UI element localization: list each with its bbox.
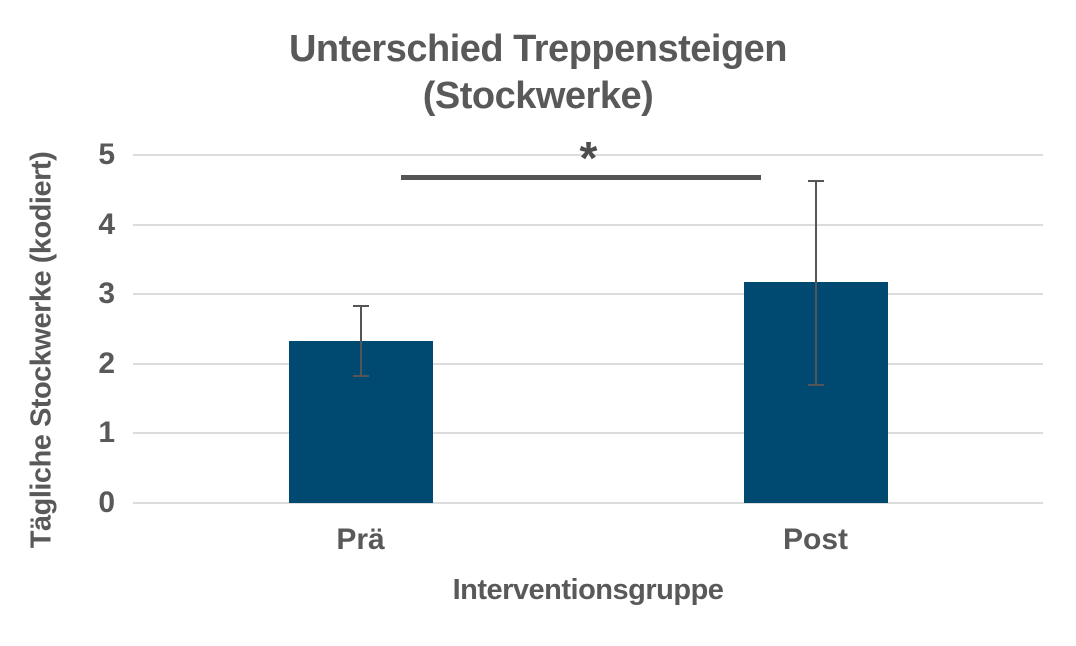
y-tick-label-3: 3 bbox=[98, 277, 115, 311]
error-bar-cap-top-pra bbox=[352, 305, 369, 308]
error-bar-cap-bottom-post bbox=[807, 383, 824, 386]
chart-title: Unterschied Treppensteigen (Stockwerke) bbox=[0, 26, 1076, 120]
y-tick-label-5: 5 bbox=[98, 138, 115, 171]
error-bar-cap-top-post bbox=[807, 179, 824, 182]
error-bar-line-pra bbox=[359, 306, 362, 376]
error-bar-line-post bbox=[814, 180, 817, 385]
y-tick-label-2: 2 bbox=[98, 346, 115, 380]
chart-title-line-1: Unterschied Treppensteigen bbox=[288, 28, 788, 70]
y-axis-label: Tägliche Stockwerke (kodiert) bbox=[25, 151, 58, 549]
y-tick-label-1: 1 bbox=[98, 416, 115, 450]
significance-line bbox=[400, 175, 761, 181]
gridline-y-3 bbox=[133, 293, 1043, 296]
x-tick-label-post: Post bbox=[782, 523, 848, 556]
chart-title-line-2: (Stockwerke) bbox=[422, 75, 654, 117]
y-tick-label-0: 0 bbox=[98, 486, 115, 519]
x-axis-label: Interventionsgruppe bbox=[452, 574, 724, 606]
gridline-y-0 bbox=[133, 502, 1043, 504]
gridline-y-4 bbox=[133, 223, 1043, 226]
error-bar-cap-bottom-pra bbox=[352, 374, 369, 377]
significance-star: * bbox=[579, 132, 598, 185]
gridline-y-5 bbox=[133, 154, 1043, 156]
x-tick-label-pra: Prä bbox=[336, 523, 385, 556]
y-tick-label-4: 4 bbox=[98, 207, 115, 241]
gridline-y-2 bbox=[133, 362, 1043, 365]
gridline-y-1 bbox=[133, 432, 1043, 435]
